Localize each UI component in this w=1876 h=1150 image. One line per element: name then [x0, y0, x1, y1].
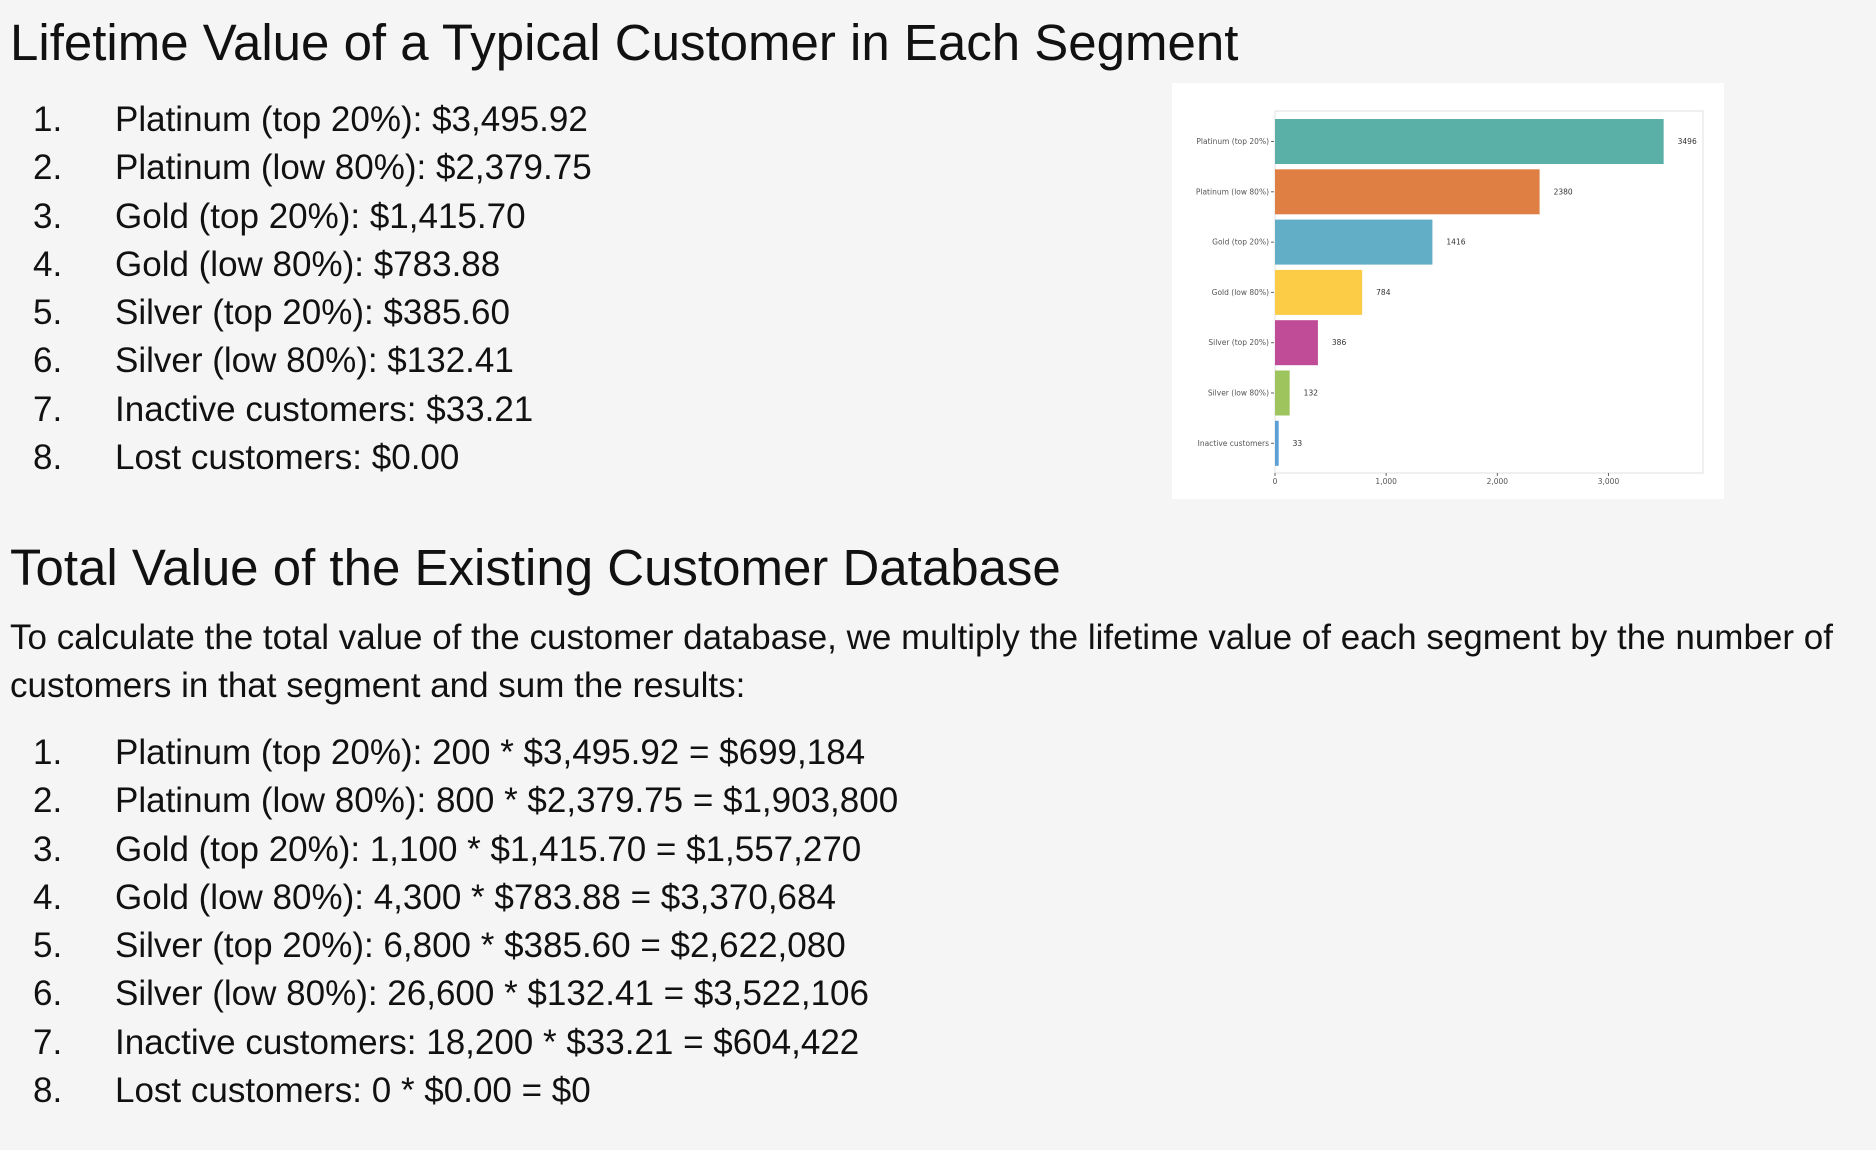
total-value-intro-paragraph: To calculate the total value of the cust… [10, 618, 1833, 705]
data-label: 3496 [1678, 137, 1697, 146]
data-label: 2380 [1554, 187, 1573, 196]
list-item-number: 6. [33, 341, 63, 381]
list-item-number: 8. [33, 1071, 63, 1111]
bar [1275, 169, 1540, 215]
list-item-number: 1. [33, 733, 63, 772]
data-label: 33 [1293, 439, 1303, 448]
list-item-number: 5. [33, 293, 63, 333]
x-tick-label: 1,000 [1375, 477, 1397, 486]
list-item-text: Gold (top 20%): $1,415.70 [115, 196, 526, 236]
y-tick-label: Gold (top 20%) [1212, 238, 1269, 247]
list-item-text: Platinum (low 80%): 800 * $2,379.75 = $1… [115, 781, 899, 821]
bar [1275, 219, 1433, 265]
y-tick-label: Gold (low 80%) [1212, 288, 1269, 297]
bar-chart-svg: Platinum (top 20%) 3496 Platinum (low 80%)… [1196, 110, 1704, 486]
y-tick-label: Silver (top 20%) [1208, 338, 1269, 347]
list-item-text: Silver (top 20%): 6,800 * $385.60 = $2,6… [115, 926, 846, 966]
y-tick-label: Inactive customers [1198, 439, 1269, 448]
list-item-number: 8. [33, 438, 63, 478]
list-item-number: 6. [33, 974, 63, 1014]
list-item-number: 3. [33, 829, 63, 869]
data-label: 386 [1332, 338, 1347, 347]
y-tick-label: Silver (low 80%) [1208, 389, 1269, 398]
list-item-text: Inactive customers: $33.21 [115, 389, 534, 429]
list-item-text: Platinum (top 20%): $3,495.92 [115, 100, 588, 139]
list-item-text: Lost customers: $0.00 [115, 438, 460, 478]
list-item-text: Gold (low 80%): $783.88 [115, 244, 501, 284]
list-item-text: Inactive customers: 18,200 * $33.21 = $6… [115, 1022, 860, 1062]
list-item-number: 4. [33, 877, 63, 917]
list-item-text: Gold (low 80%): 4,300 * $783.88 = $3,370… [115, 877, 836, 917]
data-label: 784 [1376, 288, 1391, 297]
list-item-text: Silver (low 80%): $132.41 [115, 341, 514, 381]
bar [1275, 420, 1279, 466]
list-item-text: Platinum (top 20%): 200 * $3,495.92 = $6… [115, 733, 866, 772]
bar [1275, 370, 1290, 416]
list-item-number: 5. [33, 926, 63, 966]
list-item-number: 1. [33, 100, 63, 139]
list-item-text: Lost customers: 0 * $0.00 = $0 [115, 1071, 591, 1111]
section-title-total-value: Total Value of the Existing Customer Dat… [10, 539, 1061, 596]
list-item-number: 3. [33, 196, 63, 236]
list-item-number: 4. [33, 244, 63, 284]
list-item-number: 7. [33, 1022, 63, 1062]
lifetime-value-chart: Platinum (top 20%) 3496 Platinum (low 80%)… [1172, 83, 1724, 499]
x-tick-label: 3,000 [1598, 477, 1620, 486]
bar [1275, 320, 1318, 366]
y-tick-label: Platinum (top 20%) [1196, 137, 1269, 146]
data-label: 1416 [1446, 238, 1465, 247]
x-tick-label: 0 [1273, 477, 1278, 486]
list-item-number: 2. [33, 148, 63, 188]
list-item-number: 2. [33, 781, 63, 821]
list-item-text: Silver (low 80%): 26,600 * $132.41 = $3,… [115, 974, 869, 1014]
bar [1275, 119, 1664, 164]
data-label: 132 [1304, 389, 1319, 398]
x-tick-label: 2,000 [1487, 477, 1509, 486]
section-title-lifetime-value: Lifetime Value of a Typical Customer in … [10, 14, 1239, 71]
list-item-text: Gold (top 20%): 1,100 * $1,415.70 = $1,5… [115, 829, 862, 869]
list-item-number: 7. [33, 389, 63, 429]
list-item-text: Platinum (low 80%): $2,379.75 [115, 148, 592, 188]
bar [1275, 269, 1363, 315]
list-item-text: Silver (top 20%): $385.60 [115, 293, 510, 333]
y-tick-label: Platinum (low 80%) [1196, 187, 1269, 196]
